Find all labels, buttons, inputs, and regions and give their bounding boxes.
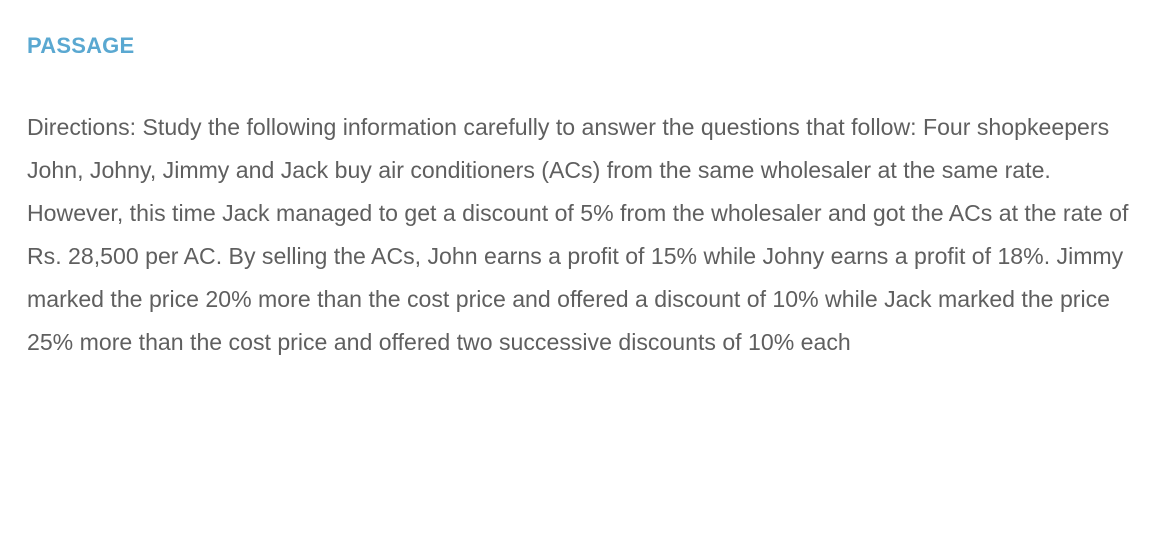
passage-text: Directions: Study the following informat… (27, 114, 1129, 355)
passage-heading: PASSAGE (27, 33, 135, 58)
